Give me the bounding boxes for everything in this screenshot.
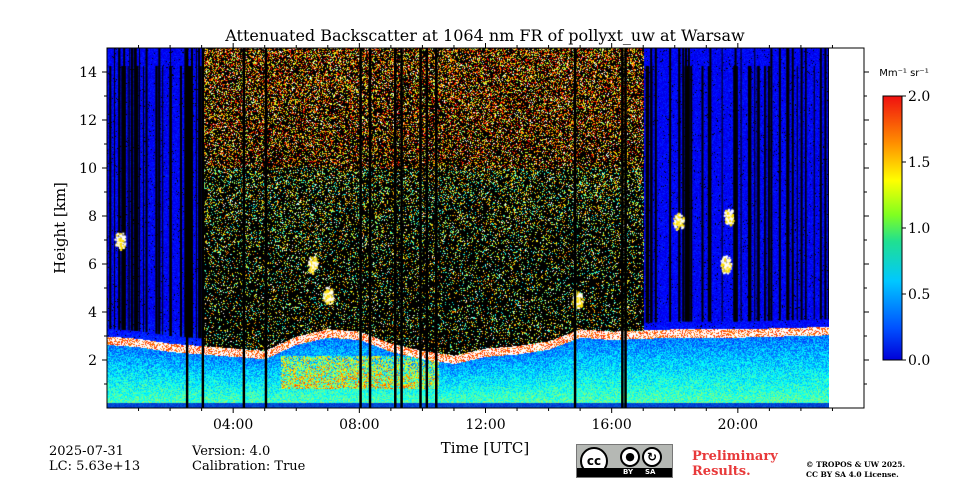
y-tick-label: 2	[88, 353, 97, 369]
no-signal-profile	[185, 48, 189, 408]
preliminary-notice: Preliminary Results.	[692, 449, 778, 479]
no-signal-profile	[435, 48, 438, 408]
footer-lc: LC: 5.63e+13	[49, 459, 141, 474]
y-tick-label: 10	[79, 161, 97, 177]
no-signal-profile	[242, 48, 246, 408]
no-signal-profile	[624, 48, 627, 408]
copyright-notice: © TROPOS & UW 2025. CC BY SA 4.0 License…	[806, 460, 905, 480]
no-signal-profile	[359, 48, 362, 408]
heatmap-image	[107, 48, 829, 408]
colorbar: Mm⁻¹ sr⁻¹ 0.0 0.5 1.0 1.5 2.0	[879, 68, 930, 369]
x-tick-label: 12:00	[465, 417, 505, 433]
chart-title: Attenuated Backscatter at 1064 nm FR of …	[224, 26, 745, 45]
no-signal-profile	[425, 48, 429, 408]
no-signal-profile	[419, 48, 422, 408]
footer-calibration: Calibration: True	[192, 459, 306, 474]
no-signal-profile	[394, 48, 397, 408]
colorbar-tick-label: 0.0	[908, 353, 930, 369]
no-signal-profile	[201, 48, 205, 408]
x-tick-label: 04:00	[213, 417, 253, 433]
x-axis-label: Time [UTC]	[441, 439, 530, 457]
x-tick-label: 08:00	[339, 417, 379, 433]
y-tick-label: 14	[79, 65, 97, 81]
no-signal-profile	[368, 48, 372, 408]
cc-by-label: BY	[623, 468, 634, 476]
preliminary-line-2: Results.	[692, 464, 751, 479]
backscatter-heatmap	[107, 48, 829, 408]
x-axis-ticks: 04:00 08:00 12:00 16:00 20:00	[138, 43, 833, 433]
footer-date: 2025-07-31	[49, 444, 124, 459]
footer-version: Version: 4.0	[192, 444, 271, 459]
no-signal-profile	[573, 48, 577, 408]
colorbar-tick-label: 1.0	[908, 221, 930, 237]
colorbar-unit: Mm⁻¹ sr⁻¹	[879, 68, 928, 79]
cc-badge-band: BY SA	[577, 468, 672, 477]
cc-license-badge: cc ● ↻ BY SA	[576, 444, 673, 478]
no-signal-profile	[400, 48, 403, 408]
copyright-line-1: © TROPOS & UW 2025.	[806, 460, 906, 469]
no-signal-profile	[621, 48, 624, 408]
attribution-icon: ●	[620, 447, 640, 467]
x-tick-label: 20:00	[718, 417, 758, 433]
y-axis-ticks: 2 4 6 8 10 12 14	[79, 65, 869, 385]
preliminary-line-1: Preliminary	[692, 449, 778, 464]
y-axis-label: Height [km]	[51, 182, 69, 274]
y-tick-label: 12	[79, 113, 97, 129]
y-tick-label: 4	[88, 305, 97, 321]
y-tick-label: 8	[88, 209, 97, 225]
x-tick-label: 16:00	[591, 417, 631, 433]
colorbar-tick-label: 0.5	[908, 287, 930, 303]
share-alike-icon: ↻	[642, 447, 662, 467]
y-tick-label: 6	[88, 257, 97, 273]
colorbar-tick-label: 1.5	[908, 155, 930, 171]
colorbar-tick-label: 2.0	[908, 89, 930, 105]
colorbar-gradient	[882, 95, 903, 361]
no-signal-profile	[264, 48, 268, 408]
copyright-line-2: CC BY SA 4.0 License.	[806, 470, 899, 479]
cc-sa-label: SA	[645, 468, 656, 476]
